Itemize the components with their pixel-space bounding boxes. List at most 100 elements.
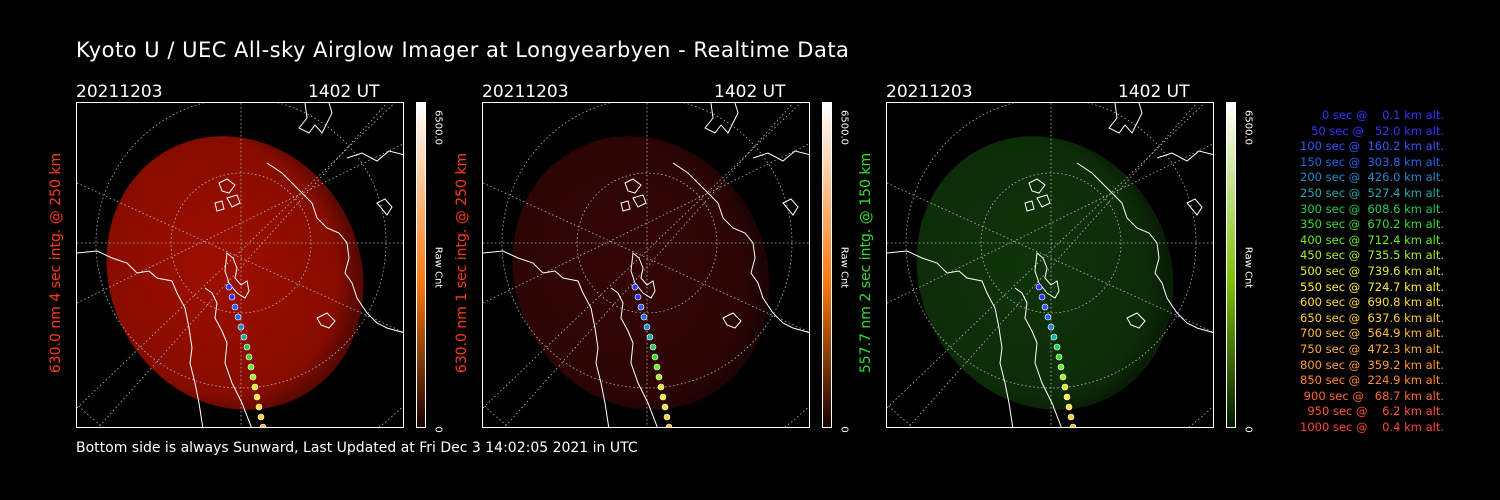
legend-entry: 600 sec @ 690.8 km alt. xyxy=(1296,295,1444,310)
trajectory-dot xyxy=(1065,403,1073,411)
panel-side-label: 557.7 nm 2 sec intg. @ 150 km xyxy=(858,152,874,374)
color-scale-unit: Raw Cnt xyxy=(838,246,850,289)
legend-entry: 1000 sec @ 0.4 km alt. xyxy=(1300,419,1444,434)
imager-panel-1: 20211203 1402 UT 630.0 nm 4 sec intg. @ … xyxy=(48,80,456,433)
legend-entry: 350 sec @ 670.2 km alt. xyxy=(1296,217,1444,232)
trajectory-dot xyxy=(257,413,265,421)
legend-entry: 200 sec @ 426.0 km alt. xyxy=(1296,170,1444,185)
trajectory-dot xyxy=(643,323,651,331)
color-scale-unit: Raw Cnt xyxy=(1242,246,1254,289)
trajectory-dot xyxy=(1044,313,1052,321)
legend-entry: 550 sec @ 724.7 km alt. xyxy=(1296,279,1444,294)
color-scale-bar xyxy=(1226,102,1236,428)
all-sky-image xyxy=(482,102,810,428)
trajectory-dot xyxy=(646,333,654,341)
legend-entry: 100 sec @ 160.2 km alt. xyxy=(1296,139,1444,154)
legend-entry: 50 sec @ 52.0 km alt. xyxy=(1303,123,1444,138)
legend-entry: 650 sec @ 637.6 km alt. xyxy=(1296,310,1444,325)
trajectory-dot xyxy=(1038,293,1046,301)
trajectory-dot xyxy=(1067,413,1075,421)
legend-entry: 150 sec @ 303.8 km alt. xyxy=(1296,154,1444,169)
trajectory-dot xyxy=(634,293,642,301)
color-scale-min: 0 xyxy=(838,426,850,433)
legend-entry: 900 sec @ 68.7 km alt. xyxy=(1300,388,1444,403)
panel-time: 1402 UT xyxy=(308,82,380,102)
trajectory-legend: 0 sec @ 0.1 km alt. 50 sec @ 52.0 km alt… xyxy=(1262,108,1452,435)
trajectory-dot xyxy=(234,313,242,321)
trajectory-dot xyxy=(1059,373,1067,381)
trajectory-dot xyxy=(655,373,663,381)
sky-map-svg xyxy=(483,103,809,427)
trajectory-dot xyxy=(249,373,257,381)
trajectory-dot xyxy=(649,343,657,351)
color-scale-bar xyxy=(822,102,832,428)
trajectory-dot xyxy=(1053,343,1061,351)
color-scale-max: 6500.0 xyxy=(432,110,444,145)
trajectory-dot xyxy=(1047,323,1055,331)
legend-entry: 450 sec @ 735.5 km alt. xyxy=(1296,248,1444,263)
trajectory-dot xyxy=(651,353,659,361)
trajectory-dot xyxy=(1055,353,1063,361)
trajectory-dot xyxy=(631,283,639,291)
trajectory-dot xyxy=(245,353,253,361)
sky-map-svg xyxy=(77,103,403,427)
trajectory-dot xyxy=(1041,303,1049,311)
trajectory-dot xyxy=(653,363,661,371)
trajectory-dot xyxy=(228,293,236,301)
page-title: Kyoto U / UEC All-sky Airglow Imager at … xyxy=(76,38,850,62)
trajectory-dot xyxy=(1061,383,1069,391)
legend-entry: 700 sec @ 564.9 km alt. xyxy=(1296,326,1444,341)
trajectory-dot xyxy=(237,323,245,331)
trajectory-dot xyxy=(240,333,248,341)
color-scale-bar xyxy=(416,102,426,428)
color-scale-min: 0 xyxy=(1242,426,1254,433)
color-scale-min: 0 xyxy=(432,426,444,433)
legend-entry: 950 sec @ 6.2 km alt. xyxy=(1303,404,1444,419)
trajectory-dot xyxy=(255,403,263,411)
legend-entry: 400 sec @ 712.4 km alt. xyxy=(1296,232,1444,247)
panel-date: 20211203 xyxy=(482,82,569,102)
trajectory-dot xyxy=(1035,283,1043,291)
panel-time: 1402 UT xyxy=(714,82,786,102)
trajectory-dot xyxy=(1057,363,1065,371)
all-sky-image xyxy=(886,102,1214,428)
legend-entry: 750 sec @ 472.3 km alt. xyxy=(1296,341,1444,356)
color-scale-max: 6500.0 xyxy=(838,110,850,145)
sky-map-svg xyxy=(887,103,1213,427)
imager-panel-2: 20211203 1402 UT 630.0 nm 1 sec intg. @ … xyxy=(454,80,862,433)
airglow-field xyxy=(512,136,770,410)
legend-entry: 850 sec @ 224.9 km alt. xyxy=(1296,373,1444,388)
panel-side-label: 630.0 nm 4 sec intg. @ 250 km xyxy=(48,152,64,374)
trajectory-dot xyxy=(225,283,233,291)
imager-panel-3: 20211203 1402 UT 557.7 nm 2 sec intg. @ … xyxy=(858,80,1266,433)
trajectory-dot xyxy=(253,393,261,401)
legend-entry: 500 sec @ 739.6 km alt. xyxy=(1296,263,1444,278)
trajectory-dot xyxy=(259,423,267,427)
trajectory-dot xyxy=(1069,423,1077,427)
trajectory-dot xyxy=(1050,333,1058,341)
color-scale-unit: Raw Cnt xyxy=(432,246,444,289)
trajectory-dot xyxy=(231,303,239,311)
trajectory-dot xyxy=(637,303,645,311)
trajectory-dot xyxy=(663,413,671,421)
all-sky-image xyxy=(76,102,404,428)
trajectory-dot xyxy=(1063,393,1071,401)
color-scale-max: 6500.0 xyxy=(1242,110,1254,145)
trajectory-dot xyxy=(243,343,251,351)
legend-entry: 250 sec @ 527.4 km alt. xyxy=(1296,185,1444,200)
legend-entry: 300 sec @ 608.6 km alt. xyxy=(1296,201,1444,216)
airglow-field xyxy=(106,136,364,410)
trajectory-dot xyxy=(657,383,665,391)
trajectory-dot xyxy=(661,403,669,411)
footer-note: Bottom side is always Sunward, Last Upda… xyxy=(76,440,638,456)
panel-date: 20211203 xyxy=(886,82,973,102)
trajectory-dot xyxy=(251,383,259,391)
legend-entry: 0 sec @ 0.1 km alt. xyxy=(1311,108,1444,122)
trajectory-dot xyxy=(247,363,255,371)
panel-date: 20211203 xyxy=(76,82,163,102)
legend-entry: 800 sec @ 359.2 km alt. xyxy=(1296,357,1444,372)
panel-time: 1402 UT xyxy=(1118,82,1190,102)
trajectory-dot xyxy=(665,423,673,427)
panel-side-label: 630.0 nm 1 sec intg. @ 250 km xyxy=(454,152,470,374)
trajectory-dot xyxy=(640,313,648,321)
